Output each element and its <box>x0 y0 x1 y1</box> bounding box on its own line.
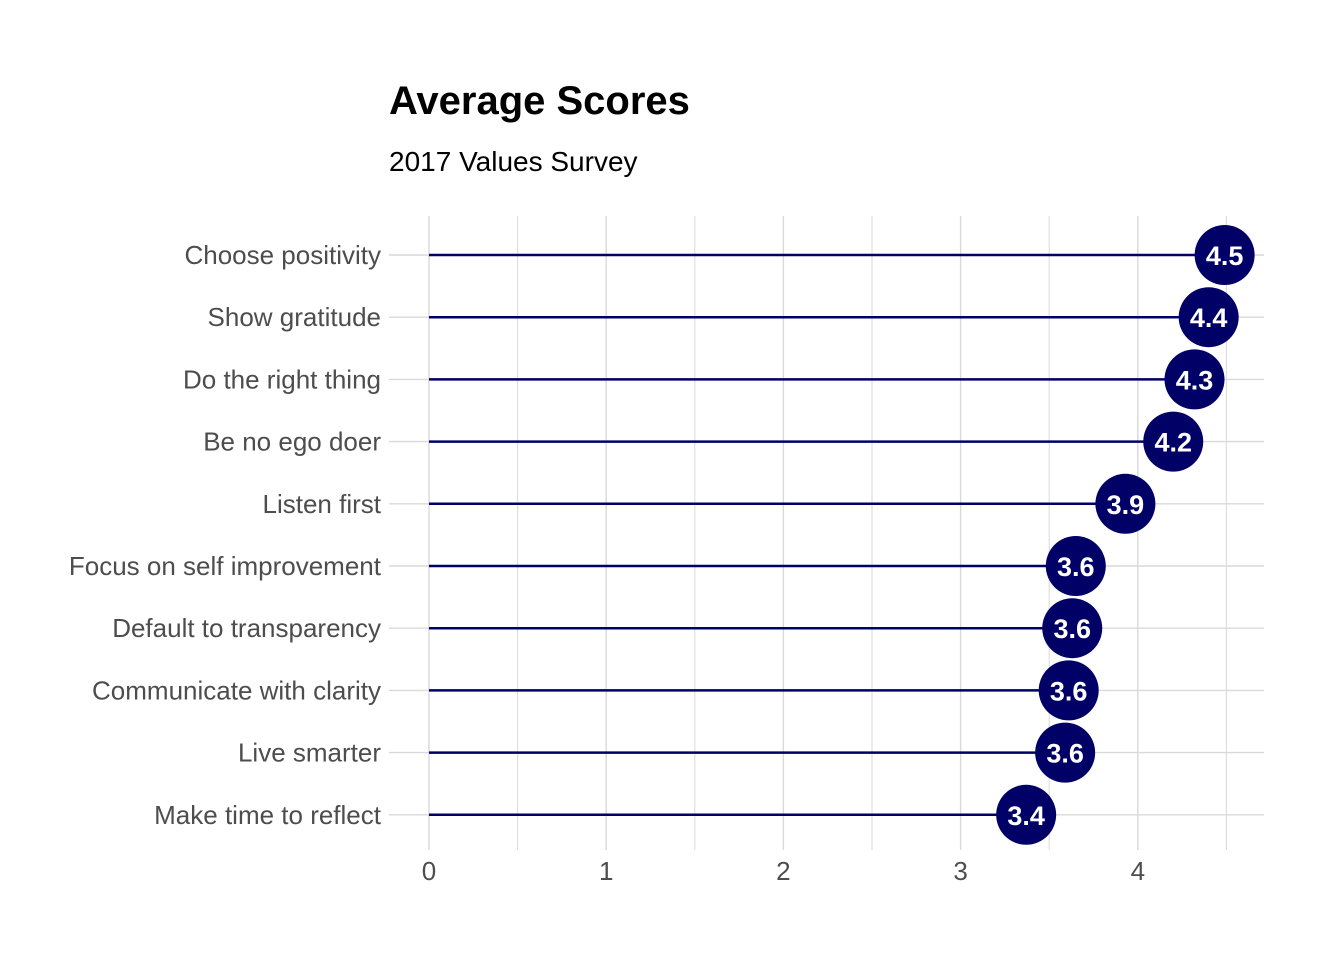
category-label: Do the right thing <box>183 364 381 394</box>
category-label: Make time to reflect <box>154 800 382 830</box>
value-label: 3.4 <box>1007 801 1045 831</box>
lollipop-dot <box>1178 287 1239 348</box>
lollipop-dot <box>1038 660 1099 721</box>
lollipop-dot <box>1035 722 1096 783</box>
lollipop-dot <box>1045 536 1106 596</box>
value-label: 4.2 <box>1154 428 1192 458</box>
value-label: 3.6 <box>1057 552 1095 582</box>
x-tick-label: 1 <box>599 856 613 886</box>
x-tick-label: 0 <box>422 856 436 886</box>
lollipop-dot <box>1194 225 1255 285</box>
marks-layer: 4.5 4.4 4.3 4.2 3.9 3.6 3.6 3.6 3.6 3.4 <box>429 225 1255 845</box>
category-label: Communicate with clarity <box>92 675 381 705</box>
lollipop-dot <box>1164 349 1225 410</box>
lollipop-dot <box>1095 473 1156 534</box>
category-label: Focus on self improvement <box>69 551 382 581</box>
labels-layer: 0 1 2 3 4 Choose positivity Show gratitude Do t… <box>69 240 1145 886</box>
x-tick-label: 3 <box>953 856 967 886</box>
value-label: 3.9 <box>1107 490 1145 520</box>
category-label: Default to transparency <box>112 613 381 643</box>
value-label: 3.6 <box>1050 676 1088 706</box>
x-tick-label: 2 <box>776 856 790 886</box>
value-label: 3.6 <box>1053 614 1091 644</box>
category-label: Live smarter <box>238 738 381 768</box>
lollipop-dot <box>1143 411 1204 472</box>
lollipop-dot <box>1042 598 1103 659</box>
value-label: 3.6 <box>1046 739 1084 769</box>
value-label: 4.3 <box>1176 365 1214 395</box>
grid-layer <box>389 216 1264 850</box>
value-label: 4.4 <box>1190 303 1228 333</box>
category-label: Be no ego doer <box>203 427 381 457</box>
category-label: Choose positivity <box>184 240 381 270</box>
chart-subtitle: 2017 Values Survey <box>389 146 638 177</box>
category-label: Show gratitude <box>208 302 381 332</box>
category-label: Listen first <box>263 489 382 519</box>
chart-title: Average Scores <box>389 79 690 123</box>
x-tick-label: 4 <box>1131 856 1145 886</box>
value-label: 4.5 <box>1206 241 1244 271</box>
lollipop-dot <box>996 784 1057 845</box>
